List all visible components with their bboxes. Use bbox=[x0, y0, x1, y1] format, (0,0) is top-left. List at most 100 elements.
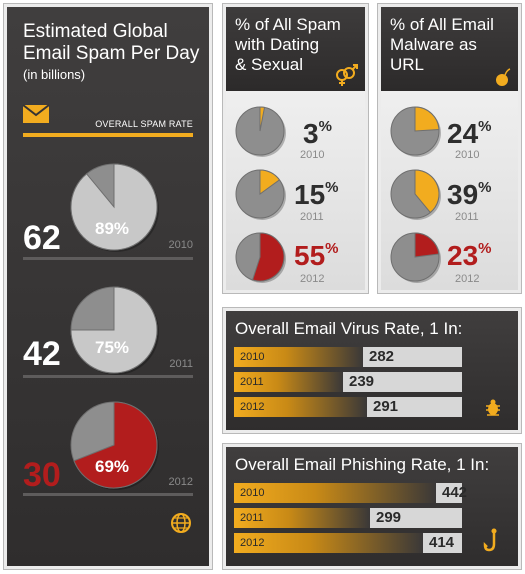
spam-divider-2012 bbox=[23, 493, 193, 496]
dating-title-line1: % of All Spam bbox=[235, 15, 341, 34]
malware-value-2010: 24% bbox=[447, 118, 492, 150]
phishing-bar-label-2010: 2010 bbox=[240, 487, 265, 499]
phishing-bar-label-2012: 2012 bbox=[240, 537, 265, 549]
spam-rate-pie-2010 bbox=[70, 163, 159, 252]
virus-bar-label-2010: 2010 bbox=[240, 351, 265, 363]
virus-bar-row-2012: 2012 291 bbox=[234, 397, 462, 417]
phishing-bar-value-2011: 299 bbox=[376, 509, 402, 526]
spam-year-2011: 2011 bbox=[169, 358, 193, 370]
envelope-icon bbox=[22, 104, 50, 123]
globe-icon bbox=[171, 513, 191, 533]
dating-title-line3: & Sexual bbox=[235, 55, 304, 74]
malware-year-2011: 2011 bbox=[455, 211, 479, 223]
phishing-panel-body: Overall Email Phishing Rate, 1 In: 2010 4… bbox=[226, 447, 518, 566]
malware-pie-2010-slice bbox=[414, 106, 440, 132]
phishing-bar-row-2010: 2010 442 bbox=[234, 483, 467, 503]
malware-pie-2012-slice bbox=[414, 232, 440, 258]
malware-unit-2012: % bbox=[478, 240, 492, 257]
dating-pie-2012-slice bbox=[251, 232, 285, 282]
spam-rate-label-2011: 75% bbox=[95, 338, 130, 357]
malware-panel: % of All Email Malware as URL 24% 39% 23… bbox=[377, 3, 522, 294]
spam-pie-2011-slice bbox=[70, 286, 158, 374]
dating-unit-2012: % bbox=[325, 240, 339, 257]
dating-pie-2010 bbox=[235, 106, 286, 157]
dating-year-2012: 2012 bbox=[300, 273, 325, 285]
dating-pie-2012 bbox=[235, 232, 286, 283]
spam-panel: Estimated Global Email Spam Per Day (in … bbox=[3, 3, 213, 570]
malware-pie-2010 bbox=[390, 106, 441, 157]
spam-year-2010: 2010 bbox=[168, 239, 193, 251]
virus-bar-row-2010: 2010 282 bbox=[234, 347, 462, 367]
bug-icon bbox=[486, 399, 500, 416]
phishing-bar-row-2011: 2011 299 bbox=[234, 508, 462, 528]
virus-bar-row-2011: 2011 239 bbox=[234, 372, 462, 392]
virus-bar-label-2011: 2011 bbox=[240, 376, 264, 388]
dating-value-2010: 3% bbox=[303, 118, 332, 150]
dating-pie-2011 bbox=[235, 169, 286, 220]
dating-value-2011: 15% bbox=[294, 179, 339, 211]
phishing-bar-value-2010: 442 bbox=[442, 484, 468, 501]
spam-volume-2010: 62 bbox=[23, 219, 61, 257]
spam-volume-2012: 30 bbox=[23, 456, 61, 494]
phishing-bar-chart: 2010 442 2011 299 2012 414 bbox=[234, 483, 467, 559]
spam-year-2012: 2012 bbox=[168, 476, 193, 488]
virus-bar-2011 bbox=[234, 372, 343, 392]
virus-panel: Overall Email Virus Rate, 1 In: 2010 282 2… bbox=[222, 307, 522, 434]
dating-title-line2: with Dating bbox=[235, 35, 320, 54]
bomb-icon bbox=[496, 68, 511, 86]
spam-pie-2010-slice bbox=[70, 163, 158, 251]
gender-symbols-icon bbox=[336, 64, 358, 86]
dating-value-2012: 55% bbox=[294, 240, 339, 272]
spam-legend-label: OVERALL SPAM RATE bbox=[95, 119, 193, 129]
virus-panel-body: Overall Email Virus Rate, 1 In: 2010 282 2… bbox=[226, 311, 518, 430]
virus-bar-label-2012: 2012 bbox=[240, 401, 265, 413]
virus-bar-value-2011: 239 bbox=[349, 373, 375, 390]
spam-legend-bar bbox=[23, 133, 193, 137]
malware-pie-2011 bbox=[390, 169, 441, 220]
virus-title: Overall Email Virus Rate, 1 In: bbox=[235, 319, 463, 338]
fish-hook-icon bbox=[483, 528, 497, 552]
virus-bar-value-2010: 282 bbox=[369, 348, 395, 365]
spam-title-line2: Email Spam Per Day bbox=[23, 43, 200, 64]
phishing-title: Overall Email Phishing Rate, 1 In: bbox=[235, 455, 490, 474]
phishing-bar-value-2012: 414 bbox=[429, 534, 455, 551]
malware-number-2010: 24 bbox=[447, 118, 479, 149]
malware-title-line3: URL bbox=[390, 55, 425, 74]
dating-pie-2011-slice bbox=[259, 169, 281, 195]
spam-divider-2010 bbox=[23, 257, 193, 260]
dating-panel-body: % of All Spam with Dating & Sexual 3% 15… bbox=[226, 7, 365, 290]
spam-rate-label-2010: 89% bbox=[95, 219, 130, 238]
dating-unit-2011: % bbox=[325, 179, 339, 196]
spam-rate-pie-2012 bbox=[70, 401, 159, 490]
phishing-panel: Overall Email Phishing Rate, 1 In: 2010 4… bbox=[222, 443, 522, 570]
malware-value-2011: 39% bbox=[447, 179, 492, 211]
phishing-bar-2011 bbox=[234, 508, 370, 528]
malware-unit-2010: % bbox=[478, 118, 492, 135]
malware-year-2010: 2010 bbox=[455, 149, 480, 161]
dating-year-2010: 2010 bbox=[300, 149, 325, 161]
malware-number-2011: 39 bbox=[447, 179, 479, 210]
malware-pie-2011-slice bbox=[414, 169, 440, 214]
spam-subtitle: (in billions) bbox=[23, 67, 86, 82]
phishing-bar-label-2011: 2011 bbox=[240, 512, 264, 524]
spam-rate-label-2012: 69% bbox=[95, 457, 130, 476]
spam-rate-pie-2011 bbox=[70, 286, 159, 375]
phishing-bar-2010 bbox=[234, 483, 436, 503]
malware-unit-2011: % bbox=[478, 179, 492, 196]
virus-bar-2010 bbox=[234, 347, 363, 367]
spam-pie-2012-slice bbox=[73, 401, 158, 489]
spam-title-line1: Estimated Global bbox=[23, 21, 168, 42]
dating-year-2011: 2011 bbox=[300, 211, 324, 223]
phishing-bar-row-2012: 2012 414 bbox=[234, 533, 462, 553]
malware-number-2012: 23 bbox=[447, 240, 479, 271]
malware-pie-2012 bbox=[390, 232, 441, 283]
spam-panel-body: Estimated Global Email Spam Per Day (in … bbox=[7, 7, 209, 566]
dating-number-2011: 15 bbox=[294, 179, 326, 210]
dating-unit-2010: % bbox=[318, 118, 332, 135]
virus-bar-chart: 2010 282 2011 239 2012 291 bbox=[234, 347, 462, 423]
dating-number-2012: 55 bbox=[294, 240, 326, 271]
spam-volume-2011: 42 bbox=[23, 335, 61, 373]
malware-title-block bbox=[381, 7, 518, 91]
malware-year-2012: 2012 bbox=[455, 273, 480, 285]
dating-number-2010: 3 bbox=[303, 118, 319, 149]
